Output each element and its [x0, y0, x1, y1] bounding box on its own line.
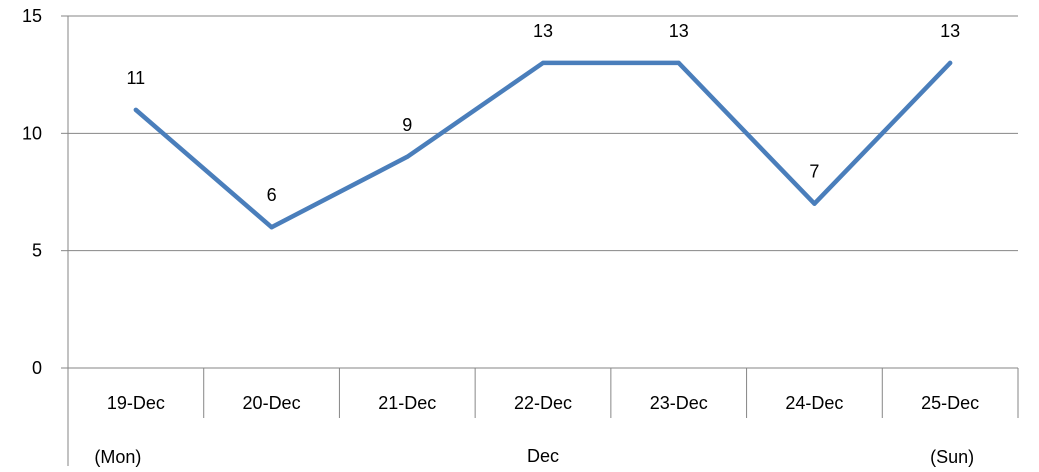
x-tick-label: 22-Dec	[514, 393, 572, 413]
data-point	[948, 60, 953, 65]
data-point	[269, 225, 274, 230]
y-tick-label: 5	[32, 241, 42, 261]
series-line	[133, 60, 953, 230]
data-label: 9	[402, 115, 412, 135]
data-point	[812, 201, 817, 206]
data-point	[133, 107, 138, 112]
data-point	[405, 154, 410, 159]
data-label: 11	[127, 68, 146, 88]
y-tick-label: 10	[22, 123, 42, 143]
axes	[61, 15, 1019, 466]
group-label-right: (Sun)	[930, 447, 974, 467]
data-label: 13	[669, 21, 689, 41]
data-label: 13	[533, 21, 553, 41]
data-label: 7	[809, 162, 819, 182]
data-label: 6	[267, 185, 277, 205]
group-label-left: (Mon)	[94, 447, 141, 467]
group-label-center: Dec	[527, 446, 559, 466]
series-line-layer	[133, 60, 953, 230]
x-tick-label: 23-Dec	[650, 393, 708, 413]
x-tick-label: 19-Dec	[107, 393, 165, 413]
x-tick-label: 25-Dec	[921, 393, 979, 413]
gridlines	[68, 15, 1018, 369]
data-point	[541, 60, 545, 65]
y-tick-label: 15	[22, 6, 42, 26]
data-point	[676, 60, 681, 65]
y-tick-label: 0	[32, 358, 42, 378]
data-label: 13	[940, 21, 960, 41]
labels: 0 5 10 15 19-Dec 20-Dec 21-Dec 22-Dec 23-Dec 24-D…	[22, 6, 979, 467]
x-tick-label: 21-Dec	[378, 393, 436, 413]
x-tick-label: 24-Dec	[785, 393, 843, 413]
x-tick-label: 20-Dec	[243, 393, 301, 413]
